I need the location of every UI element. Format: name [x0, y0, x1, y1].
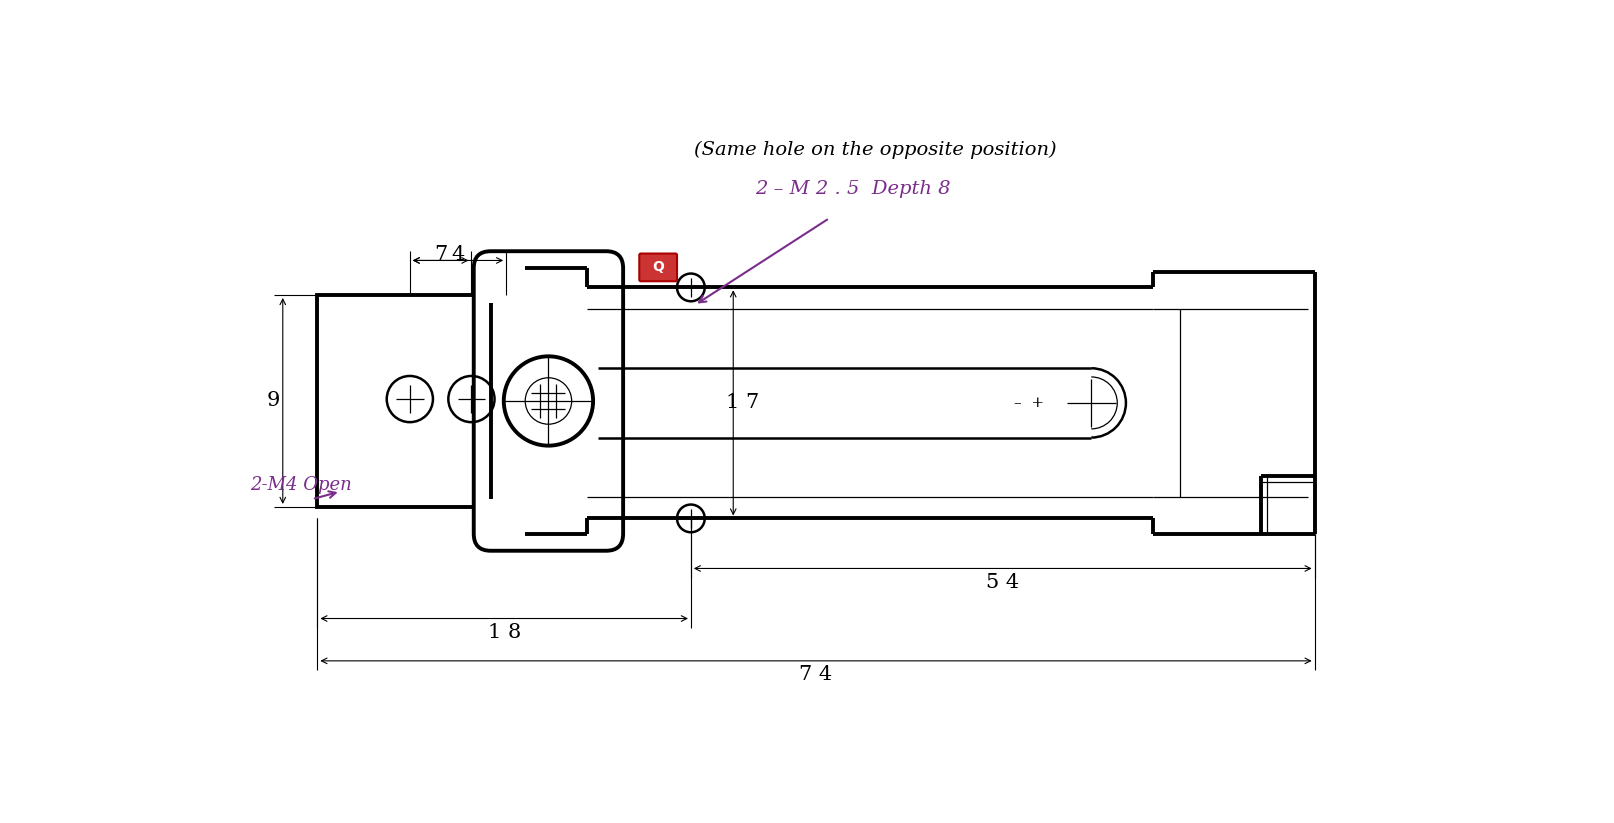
Text: (Same hole on the opposite position): (Same hole on the opposite position): [694, 141, 1057, 160]
Text: 7 4: 7 4: [799, 665, 833, 684]
Text: 2-M4 Open: 2-M4 Open: [250, 476, 352, 494]
Text: 9: 9: [266, 392, 281, 411]
FancyBboxPatch shape: [639, 253, 676, 281]
Text: 2 – M 2 . 5  Depth 8: 2 – M 2 . 5 Depth 8: [755, 179, 951, 198]
Text: 7: 7: [434, 244, 447, 264]
FancyBboxPatch shape: [475, 251, 623, 551]
Text: 1 8: 1 8: [487, 623, 521, 642]
Text: Q: Q: [652, 260, 663, 274]
Text: 1 7: 1 7: [726, 393, 759, 412]
Bar: [318, 295, 507, 507]
Text: –  +: – +: [1014, 396, 1044, 410]
Text: 5 4: 5 4: [986, 573, 1020, 592]
Text: 4: 4: [452, 244, 465, 264]
